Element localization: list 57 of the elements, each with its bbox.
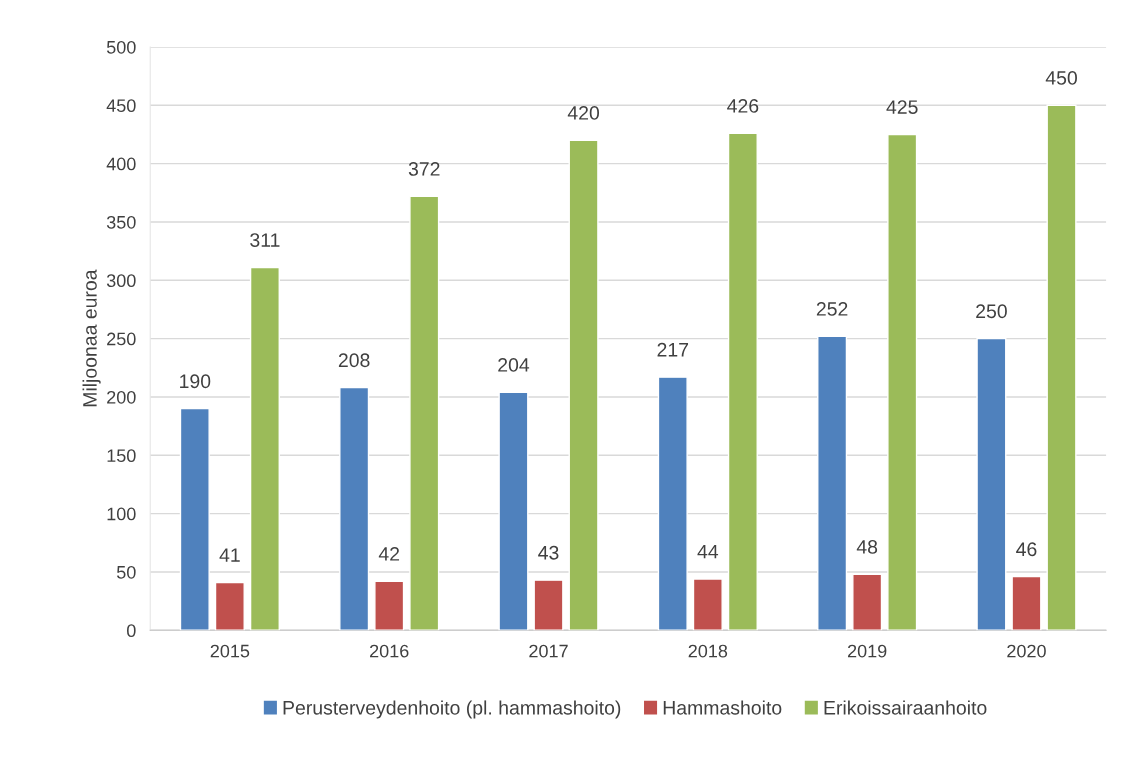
legend-label: Perusterveydenhoito (pl. hammashoito) — [283, 700, 621, 719]
y-tick-label: 150 — [107, 449, 136, 463]
y-tick-label: 350 — [106, 215, 136, 229]
data-label: 46 — [1016, 542, 1037, 557]
bar — [533, 579, 564, 631]
y-tick-label: 100 — [107, 507, 136, 521]
x-tick-label: 2020 — [1007, 644, 1046, 658]
data-label: 420 — [567, 106, 600, 120]
y-tick-label: 0 — [126, 624, 136, 638]
bar — [1046, 104, 1077, 631]
bar — [976, 337, 1007, 631]
y-axis-title: Miljoonaa euroa — [82, 269, 101, 407]
data-label: 48 — [856, 540, 878, 554]
data-label: 190 — [180, 374, 211, 389]
data-label: 42 — [378, 547, 400, 561]
data-label: 450 — [1045, 71, 1077, 85]
data-label: 204 — [498, 358, 530, 372]
data-label: 252 — [816, 302, 848, 316]
bar — [1011, 575, 1042, 631]
data-label: 217 — [657, 342, 689, 357]
data-label: 43 — [538, 545, 559, 560]
y-tick-label: 200 — [107, 390, 136, 404]
x-tick-label: 2016 — [370, 644, 409, 658]
y-tick-label: 500 — [106, 40, 136, 54]
legend-label: Erikoissairaanhoito — [824, 700, 987, 715]
bar — [339, 386, 370, 631]
data-label: 372 — [408, 162, 440, 176]
data-label: 425 — [886, 100, 918, 114]
y-tick-label: 300 — [106, 274, 136, 288]
bar — [887, 133, 918, 631]
y-tick-label: 250 — [107, 332, 136, 346]
data-label: 426 — [727, 99, 759, 113]
bar — [852, 573, 883, 631]
data-label: 250 — [976, 304, 1007, 319]
y-tick-label: 450 — [106, 99, 136, 113]
bar — [727, 132, 758, 631]
legend-label: Hammashoito — [663, 700, 782, 715]
bar — [498, 391, 529, 631]
data-label: 208 — [338, 353, 370, 368]
y-tick-label: 400 — [106, 157, 136, 171]
bar — [692, 578, 723, 631]
bar — [657, 376, 688, 631]
bar — [214, 581, 245, 631]
bar — [409, 195, 440, 631]
bar — [374, 580, 405, 631]
x-tick-label: 2015 — [210, 644, 250, 658]
x-tick-label: 2019 — [847, 644, 887, 658]
bar — [179, 407, 210, 631]
x-tick-label: 2018 — [688, 644, 728, 658]
data-label: 41 — [219, 548, 240, 562]
bar — [249, 266, 280, 631]
x-tick-label: 2017 — [529, 644, 568, 658]
y-tick-label: 50 — [116, 565, 136, 579]
data-label: 44 — [697, 544, 719, 559]
data-label: 311 — [250, 233, 280, 247]
bar — [568, 139, 599, 631]
bar — [817, 335, 848, 631]
